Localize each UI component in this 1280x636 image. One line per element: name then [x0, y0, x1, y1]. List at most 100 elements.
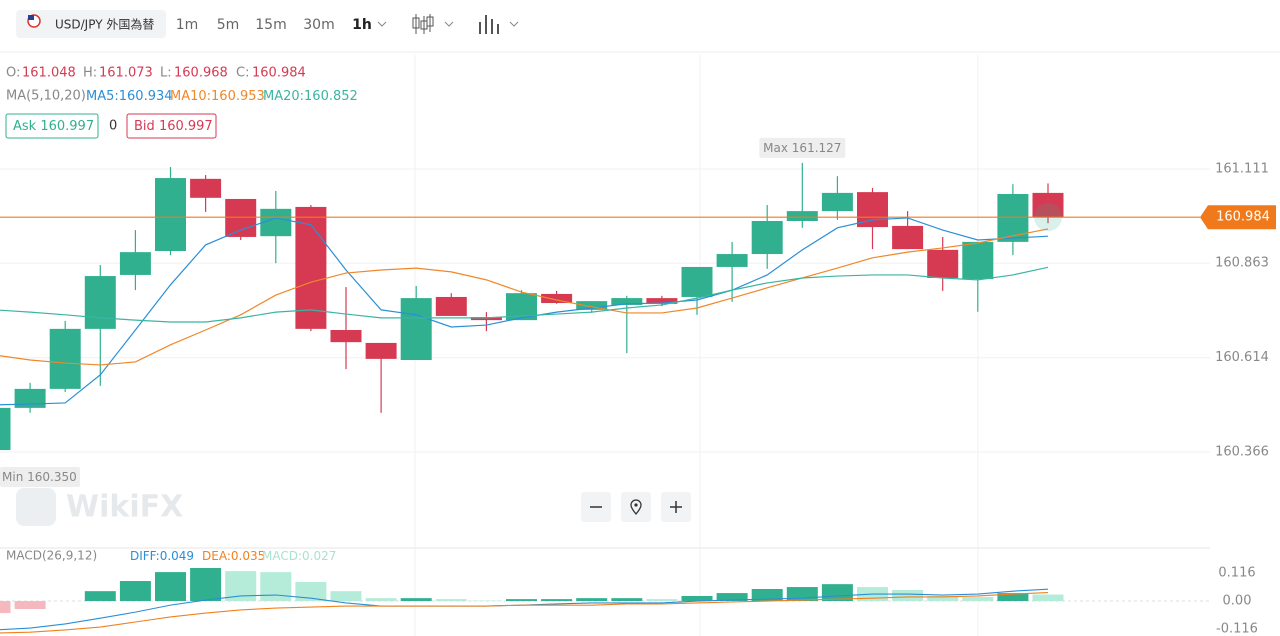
- ask-box[interactable]: [5, 113, 99, 139]
- ohlc-label: O:: [6, 66, 20, 81]
- ma-value: 160.852: [304, 89, 358, 104]
- candle-body: [857, 192, 888, 228]
- min-value: 160.350: [27, 470, 77, 484]
- price-tag: [1200, 205, 1276, 230]
- max-label: Max: [763, 140, 788, 154]
- y-tick-label: 160.614: [1215, 350, 1269, 365]
- candle-body: [470, 317, 502, 321]
- macd-bar: [190, 568, 222, 602]
- candle-body: [225, 198, 257, 237]
- zoom-in[interactable]: [661, 492, 691, 522]
- ask-value: 160.997: [40, 119, 94, 134]
- bars-icon[interactable]: [479, 15, 499, 34]
- symbol-pill[interactable]: [16, 10, 166, 38]
- legend-name: DIFF:: [130, 549, 160, 563]
- ohlc-value: 161.073: [99, 66, 153, 81]
- candle-body: [295, 206, 327, 329]
- candle-body: [190, 178, 222, 198]
- legend-value: 0.049: [160, 549, 194, 563]
- candle-body: [14, 388, 46, 408]
- min-marker: Min 160.350: [2, 470, 77, 484]
- candle-body: [1032, 192, 1064, 218]
- candle-body: [576, 301, 608, 310]
- ask-label: Ask: [13, 119, 37, 134]
- bid[interactable]: Bid 160.997: [134, 119, 213, 134]
- ma-line: [0, 228, 1049, 366]
- candle-body: [435, 296, 467, 316]
- ma-name: MA20:: [263, 89, 304, 104]
- macd-line: [0, 592, 1049, 634]
- bid-value: 160.997: [159, 119, 213, 134]
- locate[interactable]: [621, 492, 651, 522]
- candle-body: [400, 298, 432, 361]
- chevron[interactable]: [509, 21, 519, 27]
- candle-body: [49, 328, 81, 389]
- legend-name: MACD:: [262, 549, 302, 563]
- interval[interactable]: 1h: [352, 17, 372, 33]
- candle-icon[interactable]: [412, 14, 434, 34]
- interval[interactable]: 30m: [303, 17, 334, 33]
- y-tick-label: 160.863: [1215, 256, 1269, 271]
- candle-body: [119, 252, 151, 275]
- macd-bar: [646, 599, 678, 602]
- macd-title: MACD(26,9,12): [6, 549, 97, 563]
- chevron[interactable]: [377, 21, 387, 27]
- flag-canton: [28, 15, 34, 20]
- ohlc-label: H:: [83, 66, 97, 81]
- ma-line: [0, 217, 1049, 406]
- ma-name: MA10:: [170, 89, 211, 104]
- watermark: WikiFX: [66, 490, 183, 525]
- interval[interactable]: 5m: [217, 17, 240, 33]
- candle-body: [716, 254, 748, 267]
- macd-legend: MACD:0.027: [262, 549, 336, 563]
- macd-bar: [1032, 594, 1064, 602]
- interval[interactable]: 1m: [176, 17, 199, 33]
- ma-name: MA5:: [86, 89, 119, 104]
- candle-body: [962, 241, 994, 280]
- ask[interactable]: Ask 160.997: [13, 119, 94, 134]
- bid-box[interactable]: [126, 113, 217, 139]
- candle-body: [681, 266, 713, 297]
- ma-legend: MA10:160.953: [170, 89, 265, 104]
- ohlc-value: 160.984: [252, 66, 306, 81]
- legend-value: 0.027: [302, 549, 336, 563]
- y-tick-label: 160.366: [1215, 444, 1269, 459]
- y-tick-label: 0.116: [1218, 566, 1255, 581]
- ohlc-label: L:: [160, 66, 172, 81]
- macd-bar: [119, 581, 151, 602]
- macd-bar: [14, 601, 46, 609]
- max-value: 161.127: [792, 140, 842, 154]
- ma-label: MA(5,10,20): [6, 89, 86, 104]
- macd-bar: [330, 591, 362, 602]
- macd-bar: [506, 599, 537, 602]
- chevron[interactable]: [444, 21, 454, 27]
- ohlc-value: 160.968: [174, 66, 228, 81]
- candle-body: [892, 225, 924, 250]
- macd-bar: [0, 601, 11, 614]
- candle-body: [786, 211, 818, 221]
- candle-body: [646, 298, 678, 304]
- macd-bar: [576, 598, 608, 602]
- candle-body: [260, 208, 292, 237]
- macd-bar: [225, 571, 257, 602]
- legend-name: DEA:: [202, 549, 231, 563]
- macd-bar: [892, 589, 924, 602]
- symbol[interactable]: USD/JPY 外国為替: [55, 18, 154, 32]
- candle-body: [821, 192, 853, 212]
- ohlc-value: 161.048: [22, 66, 76, 81]
- zoom-out[interactable]: [581, 492, 611, 522]
- ma-value: 160.953: [211, 89, 265, 104]
- macd-legend: DIFF:0.049: [130, 549, 194, 563]
- y-tick-label: 0.00: [1223, 594, 1252, 609]
- spread: 0: [109, 119, 117, 134]
- min-box: [0, 467, 80, 488]
- y-tick-label: 161.111: [1215, 161, 1269, 176]
- watermark-logo: [16, 488, 56, 526]
- bid-label: Bid: [134, 119, 155, 134]
- macd-bar: [541, 599, 573, 602]
- interval[interactable]: 15m: [255, 17, 286, 33]
- candle-body: [0, 407, 11, 451]
- ma-legend: MA5:160.934: [86, 89, 173, 104]
